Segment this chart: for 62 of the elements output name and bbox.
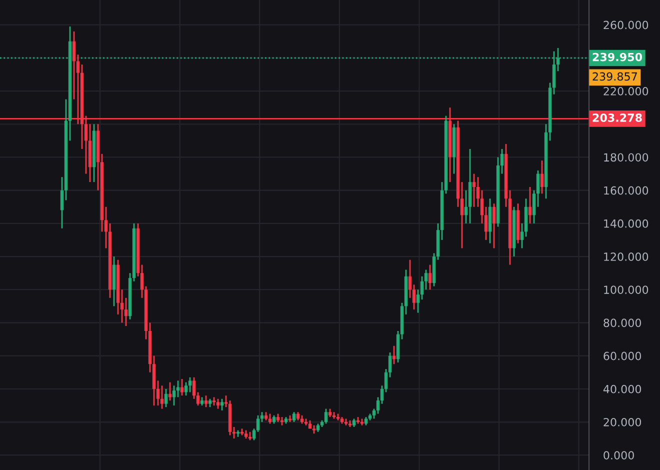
candlestick: [500, 148, 504, 174]
candlestick: [492, 202, 496, 249]
candlestick: [408, 259, 412, 299]
candlestick: [156, 380, 160, 406]
candlestick: [540, 160, 544, 194]
candlestick: [384, 368, 388, 393]
candlestick: [104, 206, 108, 249]
candlestick: [140, 264, 144, 299]
candlestick: [428, 264, 432, 290]
y-tick-label: 60.000: [604, 352, 642, 360]
y-tick-label: 180.000: [604, 153, 648, 162]
candlestick: [196, 392, 200, 406]
candlestick: [172, 384, 176, 406]
y-tick-label: 80.000: [604, 318, 642, 328]
y-tick-label: 220.000: [604, 86, 648, 96]
candlestick: [412, 284, 416, 310]
candlestick: [60, 176, 64, 230]
candlestick: [220, 398, 224, 412]
candlestick: [388, 352, 392, 378]
candlestick: [528, 186, 532, 224]
y-tick-label: 0.000: [604, 451, 634, 460]
candlestick: [372, 408, 376, 420]
y-tick-label: 260.000: [604, 20, 648, 30]
text: 239.857: [592, 72, 637, 81]
candlestick: [188, 376, 192, 393]
y-tick-label: 100.000: [604, 286, 648, 294]
candlestick: [292, 411, 296, 423]
candlestick: [324, 408, 328, 424]
candlestick: [460, 181, 464, 249]
candlestick: [472, 173, 476, 208]
y-tick-label: 20.000: [604, 418, 642, 426]
y-tick-label: 120.000: [604, 252, 648, 261]
ref-line-label: 239.950: [592, 52, 642, 62]
candlestick: [120, 288, 124, 324]
candlestick: [484, 206, 488, 241]
y-tick-label: 40.000: [603, 384, 642, 394]
candlestick: [204, 394, 208, 408]
candlestick: [216, 398, 220, 410]
candlestick: [416, 288, 420, 314]
candlestick: [224, 394, 228, 408]
ref-line-label: 203.278: [592, 114, 642, 122]
candlestick: [124, 297, 128, 327]
candlestick: [376, 396, 380, 414]
candlestick: [520, 222, 524, 249]
candlestick: [480, 190, 484, 224]
candlestick: [476, 176, 480, 208]
candlestick: [380, 384, 384, 404]
candlestick: [164, 388, 168, 408]
candlestick: [532, 190, 536, 224]
candlestick: [72, 30, 76, 100]
candlestick: [420, 276, 424, 300]
candlestick: [268, 413, 272, 424]
candlestick: [256, 414, 260, 433]
candlestick: [252, 428, 256, 441]
candlestick: [160, 384, 164, 410]
candlestick: [424, 269, 428, 290]
candlestick: [184, 382, 188, 396]
candlestick: [464, 190, 468, 224]
candlestick: [192, 376, 196, 400]
y-tick-label: 160.000: [604, 186, 648, 195]
y-tick-label: 140.000: [604, 219, 648, 228]
candlestick: [536, 170, 540, 208]
